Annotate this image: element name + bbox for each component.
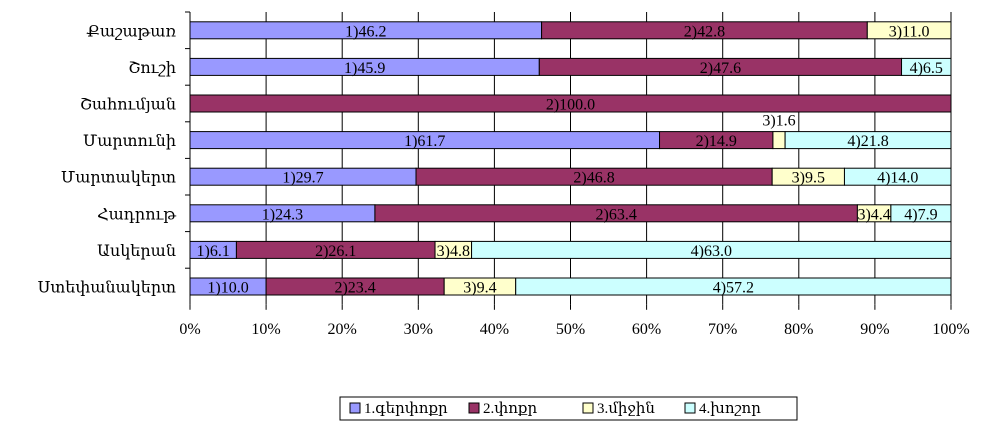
data-label: 2)63.4	[595, 206, 636, 223]
data-label: 2)46.8	[573, 170, 614, 187]
data-label: 4)7.9	[904, 206, 937, 223]
x-tick-label: 10%	[251, 321, 280, 338]
x-tick-label: 50%	[556, 321, 585, 338]
legend-swatch	[468, 402, 480, 414]
bar-segment	[890, 204, 952, 223]
x-tick-label: 70%	[708, 321, 737, 338]
data-label: 3)9.4	[463, 280, 496, 297]
legend: 1.գերփոքր 2.փոքր 3.միջին 4.խոշոր	[339, 396, 798, 421]
x-tick-label: 60%	[632, 321, 661, 338]
data-label: 1)6.1	[197, 243, 230, 260]
legend-swatch	[582, 402, 594, 414]
data-label: 2)23.4	[334, 280, 375, 297]
data-label: 1)29.7	[282, 170, 323, 187]
data-label: 1)46.2	[345, 23, 386, 40]
data-label: 4)57.2	[713, 280, 754, 297]
x-tick-label: 90%	[860, 321, 889, 338]
x-tick-label: 30%	[404, 321, 433, 338]
data-label: 1)24.3	[262, 206, 303, 223]
data-label: 2)100.0	[546, 97, 595, 114]
category-label: Մարտունի	[83, 133, 176, 150]
legend-box	[339, 396, 798, 421]
gridlines	[189, 12, 952, 305]
data-label: 1)45.9	[344, 60, 385, 77]
legend-label: 1.գերփոքր	[364, 401, 448, 417]
data-label: 2)26.1	[315, 243, 356, 260]
data-label: 3)11.0	[889, 23, 930, 40]
x-tick-label: 100%	[932, 321, 969, 338]
x-tick-label: 80%	[784, 321, 813, 338]
category-label: Շահումյան	[80, 97, 176, 114]
data-label: 4)14.0	[877, 170, 918, 187]
data-label: 3)1.6	[762, 113, 795, 130]
data-label: 2)47.6	[700, 60, 741, 77]
data-label: 2)14.9	[696, 133, 737, 150]
data-label: 4)6.5	[910, 60, 943, 77]
x-tick-label: 20%	[328, 321, 357, 338]
data-label: 3)4.4	[857, 206, 890, 223]
data-label: 2)42.8	[684, 23, 725, 40]
bar-segment	[784, 131, 952, 150]
category-label: Հադրութ	[97, 206, 176, 223]
legend-swatch	[684, 402, 696, 414]
data-labels: 1)46.2 2)42.8 3)11.0 1)45.9 2)47.6 4)6.5 2)100…	[197, 23, 943, 296]
legend-swatch	[349, 402, 361, 414]
legend-label: 2.փոքր	[483, 401, 537, 417]
bar-segment	[901, 57, 952, 76]
data-label: 1)61.7	[404, 133, 445, 150]
bar-segment	[471, 240, 952, 259]
bar-segment	[843, 167, 952, 186]
data-label: 4)21.8	[847, 133, 888, 150]
category-label: Շուշի	[128, 60, 176, 77]
bar-segment	[866, 21, 952, 40]
axes: 0% 10% 20% 30% 40% 50% 60% 70% 80% 90% 100% Քաշաթառ…	[38, 11, 970, 338]
category-label: Քաշաթառ	[86, 23, 176, 40]
legend-label: 3.միջին	[597, 401, 655, 417]
data-label: 3)4.8	[437, 243, 470, 260]
data-label: 1)10.0	[207, 280, 248, 297]
category-label: Մարտակերտ	[61, 170, 176, 187]
category-label: Ստեփանակերտ	[38, 280, 177, 297]
bar-segment	[515, 277, 952, 296]
data-label: 4)63.0	[691, 243, 732, 260]
x-tick-label: 40%	[480, 321, 509, 338]
bars	[189, 21, 952, 296]
data-label: 3)9.5	[792, 170, 825, 187]
legend-label: 4.խոշոր	[699, 401, 761, 417]
bar-segment	[772, 131, 786, 150]
x-tick-label: 0%	[179, 321, 200, 338]
category-label: Ասկերան	[97, 243, 176, 260]
